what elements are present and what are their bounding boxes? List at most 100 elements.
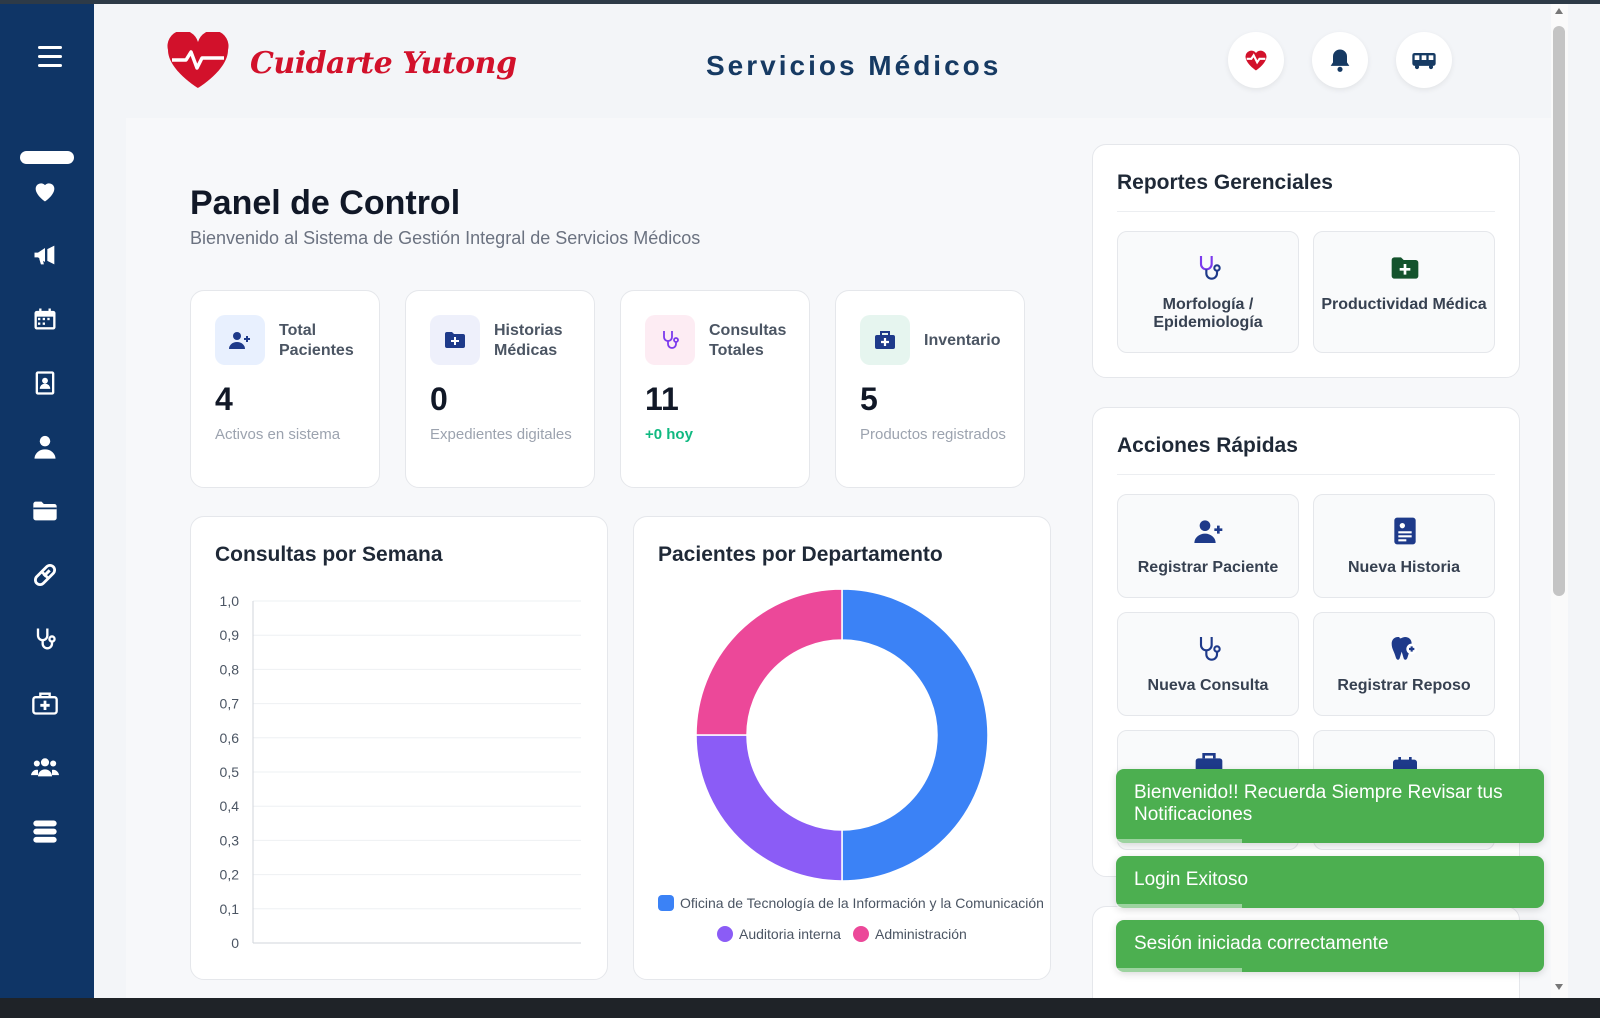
brand-name: Cuidarte Yutong [250, 46, 517, 81]
report-morfologia-button[interactable]: Morfología / Epidemiología [1117, 231, 1299, 353]
calendar-icon [34, 308, 56, 330]
stat-icon-box [860, 315, 910, 365]
megaphone-icon [34, 245, 55, 265]
sidebar-item-patients[interactable] [30, 432, 60, 462]
notifications-button[interactable] [1312, 32, 1368, 88]
divider [1117, 474, 1495, 475]
scroll-up-icon[interactable] [1555, 8, 1563, 14]
medkit-icon [32, 692, 58, 715]
sidebar-item-pharmacy[interactable] [30, 560, 60, 590]
legend-label: Auditoria interna [739, 926, 841, 942]
stat-card-histories[interactable]: Historias Médicas 0 Expedientes digitale… [405, 290, 595, 488]
stat-value: 11 [645, 381, 679, 417]
sidebar-item-inventory[interactable] [30, 688, 60, 718]
scroll-down-icon[interactable] [1555, 984, 1563, 990]
y-tick-label: 0,2 [220, 867, 240, 883]
stat-icon-box [215, 315, 265, 365]
sidebar-item-consultations[interactable] [30, 624, 60, 654]
toast-session[interactable]: Sesión iniciada correctamente [1116, 920, 1544, 972]
sidebar-item-calendar[interactable] [30, 304, 60, 334]
tile-label: Registrar Reposo [1337, 677, 1471, 694]
menu-toggle-icon[interactable] [38, 46, 62, 68]
toast-message: Sesión iniciada correctamente [1134, 933, 1389, 954]
stat-footnote: Expedientes digitales [430, 426, 572, 443]
toast-progress [1116, 968, 1242, 972]
y-tick-label: 0,6 [220, 730, 240, 746]
sidebar-item-records[interactable] [30, 368, 60, 398]
tile-label: Nueva Consulta [1147, 677, 1269, 694]
tooth-icon [1391, 637, 1417, 660]
stat-label: Total Pacientes [279, 322, 354, 359]
y-tick-label: 0,5 [220, 764, 240, 780]
y-tick-label: 0,1 [220, 901, 240, 917]
scrollbar-thumb[interactable] [1553, 26, 1565, 596]
page-subtitle: Bienvenido al Sistema de Gestión Integra… [190, 228, 701, 248]
user-plus-icon [1194, 520, 1223, 543]
stat-card-patients[interactable]: Total Pacientes 4 Activos en sistema [190, 290, 380, 488]
stat-label: Inventario [924, 332, 1001, 349]
bell-icon [1330, 49, 1350, 72]
folder-plus-icon [1391, 257, 1419, 279]
folder-plus-icon [445, 332, 465, 348]
sidebar-item-users[interactable] [30, 752, 60, 782]
health-button[interactable] [1228, 32, 1284, 88]
new-history-button[interactable]: Nueva Historia [1313, 494, 1495, 598]
y-tick-label: 0,7 [220, 696, 240, 712]
sidebar-item-database[interactable] [30, 816, 60, 846]
stat-value: 0 [430, 381, 448, 417]
stat-label: Historias Médicas [494, 322, 563, 359]
file-medical-icon [1394, 517, 1416, 545]
stat-icon-box [645, 315, 695, 365]
sidebar-item-announcements[interactable] [30, 240, 60, 270]
chart-title: Consultas por Semana [215, 543, 443, 566]
panel-title: Reportes Gerenciales [1117, 171, 1333, 194]
stat-icon-box [430, 315, 480, 365]
page-title: Panel de Control [190, 184, 461, 222]
donut-slice[interactable] [695, 588, 843, 736]
stat-footnote: +0 hoy [645, 426, 693, 443]
medkit-icon [875, 331, 895, 349]
tile-label: Productividad Médica [1321, 296, 1487, 313]
sidebar-active-indicator [20, 151, 74, 164]
stethoscope-icon [663, 331, 679, 349]
panel-title: Acciones Rápidas [1117, 434, 1298, 457]
sidebar-item-folders[interactable] [30, 496, 60, 526]
report-productividad-button[interactable]: Productividad Médica [1313, 231, 1495, 353]
department-patients-card: Pacientes por Departamento Oficina de Te… [633, 516, 1051, 980]
legend-swatch [853, 926, 869, 942]
tile-label: Nueva Historia [1347, 559, 1461, 576]
user-icon [34, 435, 56, 459]
window-bottom-border [0, 998, 1600, 1018]
legend-item-tic[interactable]: Oficina de Tecnología de la Información … [658, 895, 1044, 911]
management-reports-panel: Reportes Gerenciales Morfología / Epidem… [1092, 144, 1520, 378]
legend-label: Administración [875, 926, 967, 942]
stethoscope-icon [1199, 637, 1221, 661]
window-top-border [0, 0, 1600, 4]
legend-item-administracion[interactable]: Administración [853, 926, 967, 942]
bus-icon [1412, 53, 1436, 70]
y-tick-label: 0,9 [220, 627, 240, 643]
user-plus-icon [229, 332, 250, 349]
stethoscope-icon [1199, 256, 1221, 280]
stat-footnote: Productos registrados [860, 426, 1006, 443]
new-consultation-button[interactable]: Nueva Consulta [1117, 612, 1299, 716]
donut-slice[interactable] [695, 734, 843, 882]
register-patient-button[interactable]: Registrar Paciente [1117, 494, 1299, 598]
register-rest-button[interactable]: Registrar Reposo [1313, 612, 1495, 716]
stat-card-inventory[interactable]: Inventario 5 Productos registrados [835, 290, 1025, 488]
legend-item-auditoria[interactable]: Auditoria interna [717, 926, 841, 942]
stat-card-consultations[interactable]: Consultas Totales 11 +0 hoy [620, 290, 810, 488]
y-tick-label: 0,3 [220, 832, 240, 848]
weekly-line-chart: 1,0 0,9 0,8 0,7 0,6 0,5 0,4 0,3 0,2 0,1 0 [220, 593, 581, 951]
transport-button[interactable] [1396, 32, 1452, 88]
stat-label: Consultas Totales [709, 322, 787, 359]
sidebar-item-heart[interactable] [30, 176, 60, 206]
id-badge-icon [35, 371, 55, 395]
y-tick-label: 0 [231, 935, 239, 951]
toast-welcome[interactable]: Bienvenido!! Recuerda Siempre Revisar tu… [1116, 769, 1544, 843]
toast-login[interactable]: Login Exitoso [1116, 856, 1544, 908]
y-tick-label: 0,4 [220, 798, 240, 814]
donut-slice[interactable] [841, 588, 989, 882]
toast-message: Login Exitoso [1134, 869, 1249, 890]
legend-swatch [717, 926, 733, 942]
